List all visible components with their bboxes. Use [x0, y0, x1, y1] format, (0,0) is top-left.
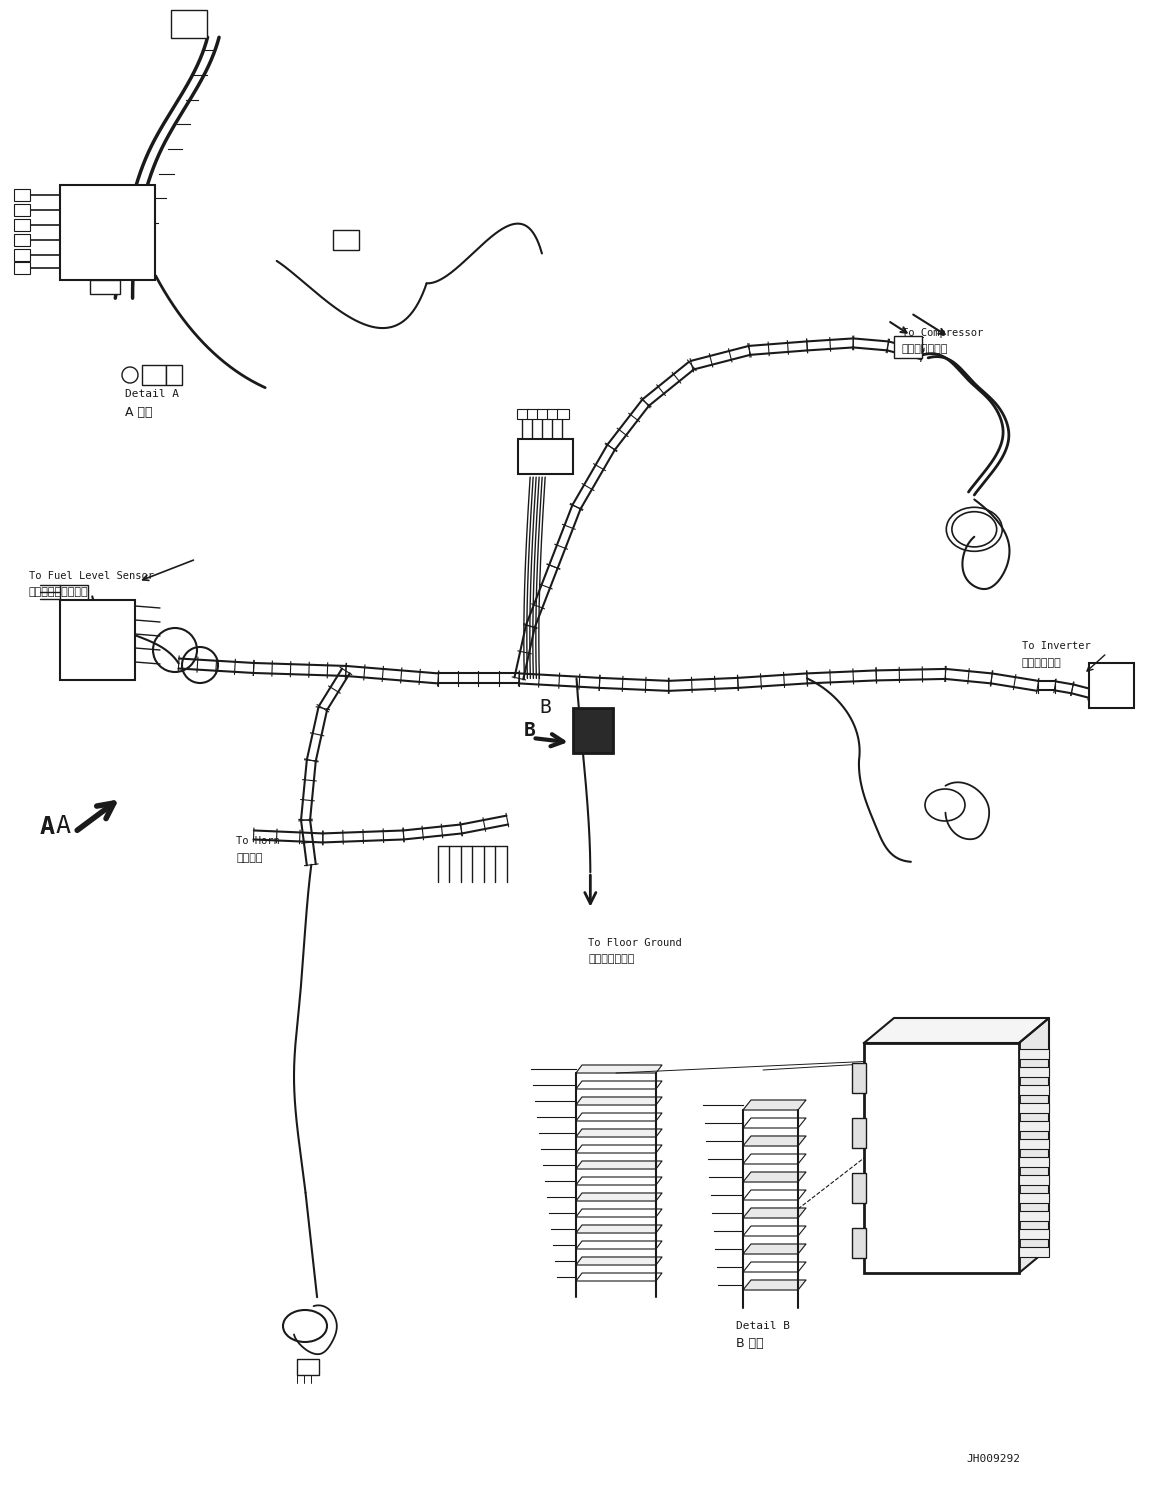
- Bar: [537, 409, 549, 419]
- Polygon shape: [576, 1097, 662, 1105]
- Text: To Floor Ground: To Floor Ground: [588, 938, 681, 948]
- Text: A: A: [55, 814, 70, 838]
- Text: JH009292: JH009292: [966, 1454, 1020, 1464]
- Polygon shape: [743, 1243, 806, 1254]
- Bar: [14, 189, 30, 201]
- Text: To Fuel Level Sensor: To Fuel Level Sensor: [29, 571, 153, 581]
- Bar: [517, 409, 529, 419]
- Polygon shape: [576, 1161, 662, 1169]
- Bar: [852, 1229, 866, 1258]
- Bar: [557, 409, 568, 419]
- Bar: [60, 584, 88, 607]
- Bar: [1019, 1157, 1049, 1167]
- Bar: [1088, 663, 1135, 708]
- Text: コンプレッサへ: コンプレッサへ: [902, 344, 948, 355]
- Text: インバータへ: インバータへ: [1022, 658, 1061, 668]
- Bar: [333, 230, 359, 250]
- Text: B: B: [540, 698, 551, 717]
- Bar: [1019, 1175, 1049, 1185]
- Text: A 詳細: A 詳細: [125, 406, 152, 419]
- Text: Detail A: Detail A: [125, 389, 179, 400]
- Text: ホーンへ: ホーンへ: [236, 853, 263, 863]
- Bar: [864, 1044, 1019, 1273]
- Bar: [142, 365, 166, 385]
- Polygon shape: [743, 1100, 806, 1109]
- Bar: [90, 280, 120, 294]
- Bar: [171, 10, 208, 37]
- Polygon shape: [576, 1065, 662, 1074]
- Polygon shape: [864, 1018, 1049, 1044]
- Polygon shape: [743, 1279, 806, 1290]
- Bar: [852, 1063, 866, 1093]
- Bar: [1019, 1121, 1049, 1132]
- Text: フロアアースへ: フロアアースへ: [588, 954, 634, 965]
- Bar: [1019, 1246, 1049, 1257]
- Bar: [573, 708, 613, 753]
- Bar: [894, 335, 922, 358]
- Bar: [1019, 1103, 1049, 1112]
- Polygon shape: [743, 1172, 806, 1182]
- Polygon shape: [576, 1257, 662, 1264]
- Bar: [14, 234, 30, 246]
- Polygon shape: [576, 1193, 662, 1200]
- Bar: [14, 219, 30, 231]
- Polygon shape: [576, 1129, 662, 1138]
- Bar: [1019, 1050, 1049, 1059]
- Bar: [1019, 1229, 1049, 1239]
- Text: B 詳細: B 詳細: [736, 1337, 763, 1351]
- Polygon shape: [576, 1226, 662, 1233]
- Bar: [60, 599, 135, 680]
- Bar: [547, 409, 559, 419]
- Text: To Horn: To Horn: [236, 836, 280, 847]
- Text: A: A: [40, 816, 55, 839]
- Bar: [14, 262, 30, 274]
- Bar: [852, 1173, 866, 1203]
- Bar: [166, 365, 182, 385]
- Bar: [1019, 1068, 1049, 1077]
- Bar: [60, 185, 155, 280]
- Text: 燃料レベルセンサへ: 燃料レベルセンサへ: [29, 587, 89, 598]
- Bar: [14, 204, 30, 216]
- Bar: [527, 409, 538, 419]
- Bar: [1019, 1211, 1049, 1221]
- Bar: [297, 1358, 319, 1375]
- Text: Detail B: Detail B: [736, 1321, 790, 1331]
- Polygon shape: [1019, 1018, 1049, 1273]
- Text: To Compressor: To Compressor: [902, 328, 982, 338]
- Text: To Inverter: To Inverter: [1022, 641, 1091, 652]
- Bar: [518, 438, 573, 474]
- Bar: [1019, 1139, 1049, 1150]
- Bar: [14, 249, 30, 261]
- Text: B: B: [523, 720, 536, 740]
- Bar: [852, 1118, 866, 1148]
- Bar: [1019, 1193, 1049, 1203]
- Polygon shape: [743, 1136, 806, 1147]
- Polygon shape: [743, 1208, 806, 1218]
- Bar: [1019, 1085, 1049, 1094]
